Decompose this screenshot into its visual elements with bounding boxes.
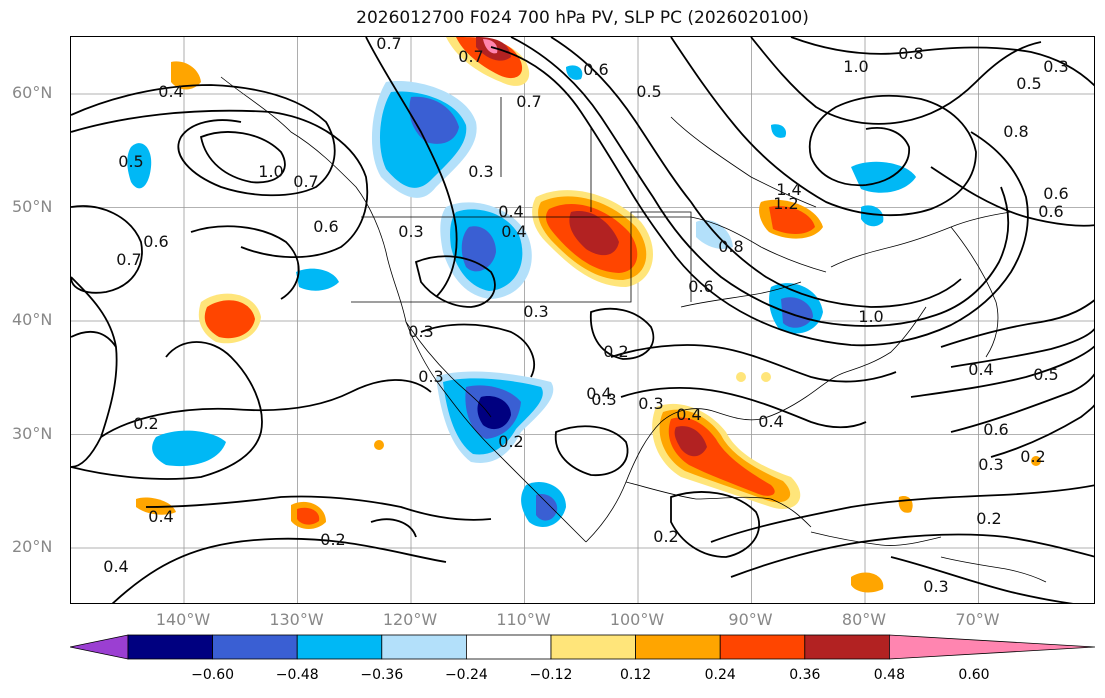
contour-label: 1.4 [776, 180, 801, 199]
lat-tick-label: 30°N [12, 423, 53, 443]
contour-label: 0.7 [458, 47, 483, 66]
contour-label: 0.4 [501, 222, 526, 241]
contour-label: 0.2 [976, 509, 1001, 528]
contour-label: 0.3 [418, 367, 443, 386]
contour-label: 0.8 [1003, 122, 1028, 141]
contour-label: 0.2 [1020, 447, 1045, 466]
contour-label: 0.7 [116, 250, 141, 269]
contour-label: 0.4 [103, 557, 128, 576]
colorbar-segment [635, 634, 721, 660]
colorbar-tick-label: 0.60 [958, 667, 990, 683]
colorbar-segment [550, 634, 636, 660]
colorbar-extend-low [70, 634, 129, 660]
contour-label: 0.3 [923, 577, 948, 596]
contour-label: 0.5 [1033, 365, 1058, 384]
contour-label: 0.3 [408, 322, 433, 341]
contour-label: 0.2 [603, 342, 628, 361]
colorbar-segment [296, 634, 383, 660]
contour-label: 1.0 [858, 307, 883, 326]
contour-label: 0.6 [143, 232, 168, 251]
contour-label: 0.4 [968, 360, 993, 379]
slp-contours [71, 37, 1094, 603]
contour-label: 0.6 [1038, 202, 1063, 221]
lon-tick-label: 100°W [609, 610, 665, 629]
colorbar-extend-high [889, 634, 1096, 660]
colorbar-tick-label: −0.48 [275, 667, 319, 683]
lon-tick-label: 90°W [728, 610, 773, 629]
colorbar-tick-label: −0.24 [444, 667, 488, 683]
lat-tick-label: 40°N [12, 310, 53, 329]
contour-label: 0.4 [586, 384, 611, 403]
contour-label: 0.3 [523, 302, 548, 321]
contour-label: 0.6 [583, 60, 608, 79]
map-canvas: 0.70.70.60.51.00.80.30.50.80.60.70.40.51… [71, 37, 1094, 603]
contour-label: 0.4 [498, 202, 523, 221]
contour-label: 0.4 [758, 412, 783, 431]
contour-label: 0.8 [718, 237, 743, 256]
colorbar-tick-label: 0.24 [704, 667, 736, 683]
contour-label: 0.4 [148, 507, 173, 526]
contour-label: 0.2 [320, 530, 345, 549]
lon-tick-label: 110°W [496, 610, 551, 629]
contour-label: 1.0 [258, 162, 283, 181]
contour-label: 0.4 [676, 405, 701, 424]
lat-tick-label: 20°N [12, 537, 53, 556]
contour-label: 0.5 [636, 82, 661, 101]
lon-tick-label: 130°W [269, 610, 324, 629]
colorbar-segment [212, 634, 298, 660]
contour-label: 0.5 [118, 152, 143, 171]
lat-tick-label: 50°N [12, 196, 53, 216]
contour-label: 0.3 [638, 394, 663, 413]
lon-tick-label: 140°W [155, 610, 211, 629]
colorbar-tick-label: −0.36 [360, 667, 404, 683]
lat-tick-label: 60°N [12, 83, 53, 102]
colorbar [70, 634, 1096, 660]
colorbar-tick-label: 0.48 [873, 667, 905, 683]
contour-label: 1.2 [773, 194, 798, 213]
contour-label: 0.3 [398, 222, 423, 241]
contour-labels: 0.70.70.60.51.00.80.30.50.80.60.70.40.51… [103, 37, 1068, 596]
contour-label: 0.2 [133, 414, 158, 433]
colorbar-segment [719, 634, 806, 660]
contour-label: 0.7 [293, 172, 318, 191]
lon-tick-label: 80°W [841, 610, 887, 629]
colorbar-segment [127, 634, 213, 660]
contour-label: 0.3 [468, 162, 493, 181]
contour-label: 0.7 [376, 37, 401, 53]
contour-label: 0.6 [688, 277, 713, 296]
map-title: 2026012700 F024 700 hPa PV, SLP PC (2026… [356, 8, 809, 28]
contour-label: 0.4 [158, 82, 183, 101]
colorbar-segment [465, 634, 552, 660]
colorbar-tick-label: 0.12 [620, 667, 652, 683]
pv-shading [127, 37, 1041, 593]
contour-label: 0.6 [313, 217, 338, 236]
lon-tick-label: 120°W [382, 610, 438, 629]
colorbar-tick-label: −0.60 [191, 667, 235, 683]
contour-label: 0.6 [983, 420, 1008, 439]
colorbar-segment [804, 634, 890, 660]
lon-tick-label: 70°W [955, 610, 1000, 629]
contour-label: 0.8 [898, 44, 923, 63]
contour-label: 0.5 [1016, 74, 1041, 93]
contour-label: 0.7 [516, 92, 541, 111]
contour-label: 0.2 [498, 432, 523, 451]
colorbar-tick-label: 0.36 [789, 667, 821, 683]
contour-label: 0.6 [1043, 184, 1068, 203]
colorbar-segment [381, 634, 467, 660]
contour-label: 0.3 [1043, 57, 1068, 76]
contour-label: 0.3 [591, 390, 616, 409]
contour-label: 0.2 [653, 527, 678, 546]
coastlines-borders [220, 76, 1047, 583]
contour-label: 1.0 [843, 57, 868, 76]
contour-label: 0.3 [978, 455, 1003, 474]
map-panel: 0.7 0.7 0.6 0.5 1.0 0.8 0.3 0.5 0.8 0.6 0.7 0.4 0.5 1… [70, 36, 1095, 604]
colorbar-tick-label: −0.12 [529, 667, 573, 683]
